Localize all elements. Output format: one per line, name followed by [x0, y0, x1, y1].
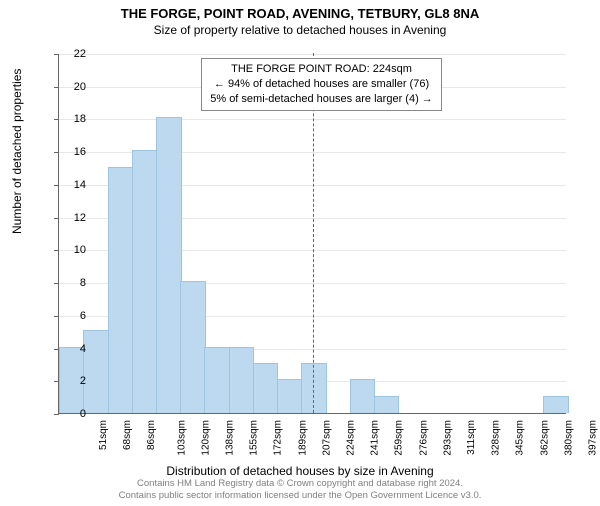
y-tick-label: 14	[46, 179, 86, 191]
y-tick-label: 16	[46, 146, 86, 158]
x-tick-label: 155sqm	[249, 420, 260, 456]
y-tick-label: 10	[46, 244, 86, 256]
footer-line-1: Contains HM Land Registry data © Crown c…	[0, 478, 600, 490]
y-tick-label: 0	[46, 408, 86, 420]
x-axis-label: Distribution of detached houses by size …	[0, 464, 600, 478]
plot-area: THE FORGE POINT ROAD: 224sqm← 94% of det…	[58, 54, 566, 414]
y-tick-label: 6	[46, 310, 86, 322]
x-tick-label: 189sqm	[297, 420, 308, 456]
x-tick-label: 224sqm	[346, 420, 357, 456]
y-tick-label: 18	[46, 113, 86, 125]
x-tick-label: 397sqm	[587, 420, 598, 456]
x-tick-label: 120sqm	[200, 420, 211, 456]
info-box-line: ← 94% of detached houses are smaller (76…	[210, 77, 433, 92]
histogram-bar	[83, 330, 109, 413]
info-box-line: THE FORGE POINT ROAD: 224sqm	[210, 62, 433, 77]
x-tick-label: 138sqm	[225, 420, 236, 456]
x-tick-label: 293sqm	[442, 420, 453, 456]
x-tick-label: 172sqm	[273, 420, 284, 456]
histogram-bar	[156, 117, 182, 413]
x-tick-label: 86sqm	[146, 420, 157, 450]
y-tick-label: 2	[46, 375, 86, 387]
histogram-bar	[132, 150, 158, 413]
x-tick-label: 259sqm	[394, 420, 405, 456]
x-tick-label: 276sqm	[418, 420, 429, 456]
x-tick-label: 311sqm	[466, 420, 477, 455]
info-box: THE FORGE POINT ROAD: 224sqm← 94% of det…	[201, 58, 442, 111]
page-subtitle: Size of property relative to detached ho…	[0, 23, 600, 37]
x-tick-label: 241sqm	[370, 420, 381, 456]
y-tick-label: 12	[46, 212, 86, 224]
histogram-bar	[350, 379, 376, 413]
footer-attribution: Contains HM Land Registry data © Crown c…	[0, 478, 600, 502]
y-tick-label: 4	[46, 343, 86, 355]
x-tick-label: 51sqm	[98, 420, 109, 450]
y-tick-label: 8	[46, 277, 86, 289]
histogram-bar	[543, 396, 569, 413]
x-tick-label: 68sqm	[122, 420, 133, 450]
histogram-bar	[277, 379, 303, 413]
histogram-bar	[204, 347, 230, 413]
x-tick-label: 103sqm	[176, 420, 187, 456]
histogram-bar	[374, 396, 400, 413]
x-tick-label: 380sqm	[563, 420, 574, 456]
footer-line-2: Contains public sector information licen…	[0, 490, 600, 502]
x-tick-label: 362sqm	[539, 420, 550, 456]
y-tick-label: 22	[46, 48, 86, 60]
histogram-bar	[108, 167, 134, 413]
histogram-bar	[253, 363, 279, 413]
histogram-bar	[229, 347, 255, 413]
y-axis-label: Number of detached properties	[10, 69, 24, 234]
info-box-line: 5% of semi-detached houses are larger (4…	[210, 92, 433, 107]
x-tick-label: 207sqm	[321, 420, 332, 456]
chart-area: THE FORGE POINT ROAD: 224sqm← 94% of det…	[58, 54, 566, 414]
x-tick-label: 328sqm	[491, 420, 502, 456]
histogram-bar	[180, 281, 206, 413]
y-tick-label: 20	[46, 81, 86, 93]
x-tick-label: 345sqm	[515, 420, 526, 456]
page-title: THE FORGE, POINT ROAD, AVENING, TETBURY,…	[0, 6, 600, 21]
